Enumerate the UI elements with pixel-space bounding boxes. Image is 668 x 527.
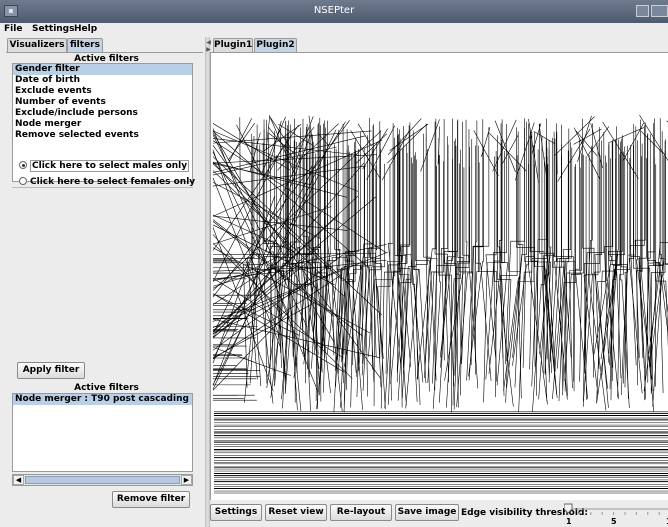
scroll-right-icon[interactable]: ▶ xyxy=(181,475,192,485)
filter-list-item-remove-selected-events[interactable]: Remove selected events xyxy=(15,130,139,140)
collapse-right-icon[interactable]: ▶ xyxy=(206,46,211,53)
split-pane-divider[interactable]: ◀ ▶ xyxy=(205,37,211,527)
radio-males-row[interactable]: Click here to select males only xyxy=(19,160,190,172)
applied-list-hscrollbar[interactable]: ◀ ▶ xyxy=(12,474,193,486)
filter-list-item-gender[interactable]: Gender filter xyxy=(13,64,192,75)
apply-filter-button[interactable]: Apply filter xyxy=(17,362,85,379)
window-menu-icon[interactable]: ▪ xyxy=(4,5,18,17)
window-title: NSEPter xyxy=(313,5,355,16)
visualization-panel: Plugin1 Plugin2 Settings Reset view Re-l… xyxy=(210,37,668,527)
menu-settings[interactable]: Settings xyxy=(32,24,75,34)
scroll-left-icon[interactable]: ◀ xyxy=(13,475,24,485)
radio-females[interactable] xyxy=(19,177,27,185)
network-graph-canvas[interactable] xyxy=(210,52,668,500)
settings-button[interactable]: Settings xyxy=(210,504,262,521)
slider-tick-label-10: 10 xyxy=(666,517,668,526)
active-filters-header: Active filters xyxy=(74,54,139,64)
relayout-button[interactable]: Re-layout xyxy=(330,504,392,521)
reset-view-button[interactable]: Reset view xyxy=(265,504,327,521)
applied-filter-item[interactable]: Node merger : T90 post cascading pre cas… xyxy=(13,394,192,405)
scroll-thumb[interactable] xyxy=(25,476,180,484)
filter-list-item-node-merger[interactable]: Node merger xyxy=(15,119,82,129)
menu-help[interactable]: Help xyxy=(74,24,98,34)
minimize-icon[interactable] xyxy=(636,5,649,17)
filter-list-item-date-of-birth[interactable]: Date of birth xyxy=(15,75,80,85)
network-graph[interactable] xyxy=(211,53,668,500)
applied-filter-list[interactable]: Node merger : T90 post cascading pre cas… xyxy=(12,393,193,472)
separator xyxy=(12,187,193,188)
slider-thumb[interactable] xyxy=(563,503,573,514)
tab-visualizers[interactable]: Visualizers xyxy=(7,38,67,53)
filter-list-item-exclude-events[interactable]: Exclude events xyxy=(15,86,92,96)
radio-males[interactable] xyxy=(19,161,27,169)
remove-filter-button[interactable]: Remove filter xyxy=(112,491,190,508)
filter-list[interactable]: Gender filter Date of birth Exclude even… xyxy=(12,63,193,182)
radio-males-label[interactable]: Click here to select males only xyxy=(30,160,190,172)
tab-filters[interactable]: filters xyxy=(67,38,103,53)
filter-list-item-number-of-events[interactable]: Number of events xyxy=(15,97,106,107)
slider-tick-label-5: 5 xyxy=(611,517,617,526)
radio-females-label[interactable]: Click here to select females only xyxy=(30,177,196,187)
menu-bar: File Settings Help xyxy=(0,23,668,37)
menu-file[interactable]: File xyxy=(4,24,23,34)
maximize-icon[interactable] xyxy=(651,5,668,17)
tab-plugin1[interactable]: Plugin1 xyxy=(213,38,253,53)
left-panel: Visualizers filters Active filters Gende… xyxy=(0,37,205,527)
save-image-button[interactable]: Save image xyxy=(395,504,459,521)
tab-plugin2[interactable]: Plugin2 xyxy=(254,38,297,53)
edge-threshold-label: Edge visibility threshold: xyxy=(461,508,588,518)
edge-threshold-slider[interactable]: 1 5 10 xyxy=(563,503,668,527)
applied-filters-header: Active filters xyxy=(74,383,139,393)
window-titlebar: ▪ NSEPter xyxy=(0,0,668,23)
filter-list-item-exclude-include-persons[interactable]: Exclude/include persons xyxy=(15,108,138,118)
bottom-toolbar: Settings Reset view Re-layout Save image… xyxy=(210,501,668,527)
collapse-left-icon[interactable]: ◀ xyxy=(206,39,211,46)
tab-underline xyxy=(6,52,203,53)
radio-females-row[interactable]: Click here to select females only xyxy=(19,176,195,188)
slider-tick-label-1: 1 xyxy=(566,517,572,526)
